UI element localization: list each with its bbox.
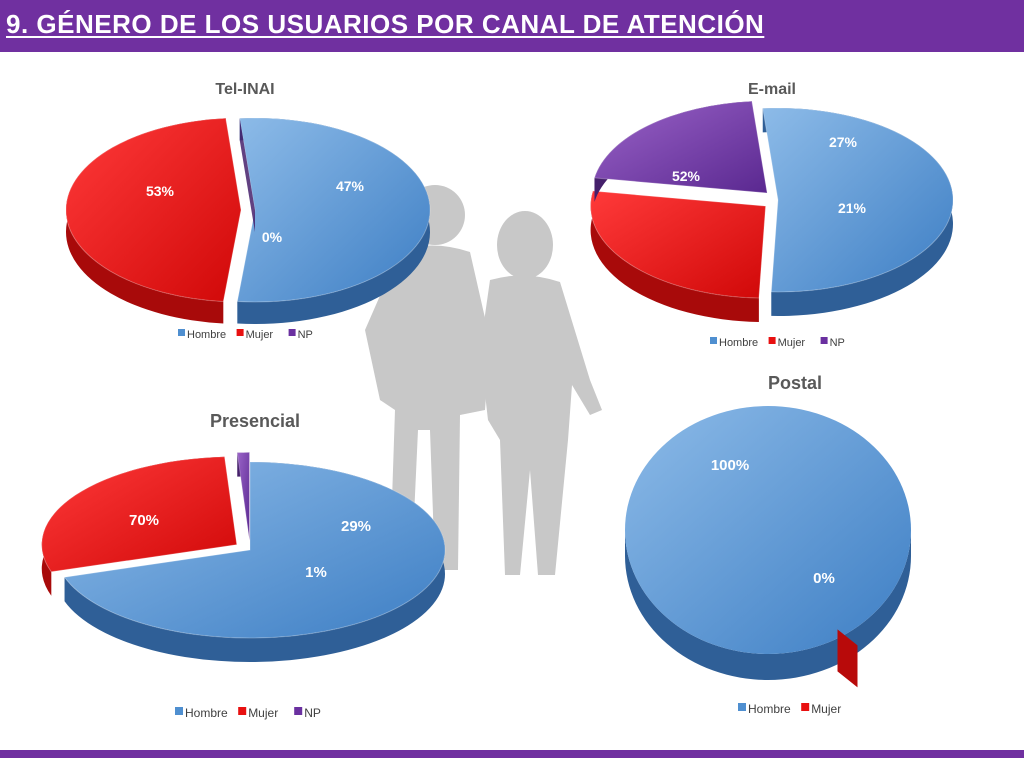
slice-np	[236, 451, 250, 541]
legend-key-hombre	[710, 337, 717, 344]
slice-mujer-sliver	[837, 629, 858, 688]
slice-np	[593, 100, 768, 194]
legend-label-np: NP	[830, 337, 845, 349]
legend-key-hombre	[178, 329, 185, 336]
data-label-hombre: 100%	[711, 457, 749, 474]
legend-key-mujer	[236, 329, 244, 336]
legend-key-np	[288, 329, 296, 336]
chart-title: Presencial	[210, 411, 300, 431]
bottom-bar	[0, 750, 1024, 758]
legend-key-np	[294, 707, 303, 715]
legend-key-hombre	[738, 703, 746, 711]
pie-chart-2: 52% 27% 21% E-mail Hombre Mujer NP	[590, 81, 954, 349]
chart-title: E-mail	[748, 81, 796, 98]
data-label-mujer: 27%	[829, 134, 858, 150]
data-label-np: 0%	[262, 229, 283, 245]
slice-mujer-side	[590, 191, 759, 322]
data-label-mujer: 47%	[336, 178, 365, 194]
pie-chart-4: 100% 0% Postal Hombre Mujer	[625, 373, 911, 716]
slice-hombre	[236, 117, 431, 303]
legend-label-np: NP	[298, 329, 313, 341]
data-label-mujer: 29%	[341, 518, 371, 535]
legend-key-np	[820, 337, 828, 344]
legend-key-mujer	[238, 707, 247, 715]
legend-label-hombre: Hombre	[719, 337, 758, 349]
legend-label-np: NP	[304, 706, 321, 720]
legend-label-hombre: Hombre	[185, 706, 228, 720]
chart-title: Tel-INAI	[215, 81, 274, 98]
slice-mujer	[41, 456, 238, 573]
data-label-np: 21%	[838, 200, 867, 216]
pie-chart-3: 70% 29% 1% Presencial Hombre Mujer NP	[41, 411, 446, 720]
slice-hombre	[625, 406, 911, 654]
data-label-hombre: 70%	[129, 512, 159, 529]
legend-label-hombre: Hombre	[187, 329, 226, 341]
chart-title: Postal	[768, 373, 822, 393]
data-label-hombre: 53%	[146, 183, 175, 199]
legend-label-hombre: Hombre	[748, 702, 791, 716]
slice-mujer	[590, 190, 767, 299]
legend-key-hombre	[175, 707, 183, 715]
slice-hombre	[762, 107, 954, 293]
data-label-hombre: 52%	[672, 168, 701, 184]
pie-chart-1: 53% 47% 0% Tel-INAI Hombre Mujer NP	[65, 81, 431, 341]
couple-silhouette-image	[365, 185, 602, 575]
slice-np-wall	[239, 118, 255, 232]
data-label-mujer: 0%	[813, 570, 835, 587]
legend-label-mujer: Mujer	[778, 337, 806, 349]
data-label-np: 1%	[305, 564, 327, 581]
legend-key-mujer	[801, 703, 810, 711]
page-title: 9. GÉNERO DE LOS USUARIOS POR CANAL DE A…	[6, 9, 765, 39]
legend-label-mujer: Mujer	[248, 706, 278, 720]
title-bar: 9. GÉNERO DE LOS USUARIOS POR CANAL DE A…	[0, 0, 1024, 52]
slice-mujer	[65, 117, 242, 302]
legend-label-mujer: Mujer	[811, 702, 841, 716]
legend-label-mujer: Mujer	[246, 329, 274, 341]
legend-key-mujer	[768, 337, 776, 344]
slice-hombre	[63, 461, 446, 639]
